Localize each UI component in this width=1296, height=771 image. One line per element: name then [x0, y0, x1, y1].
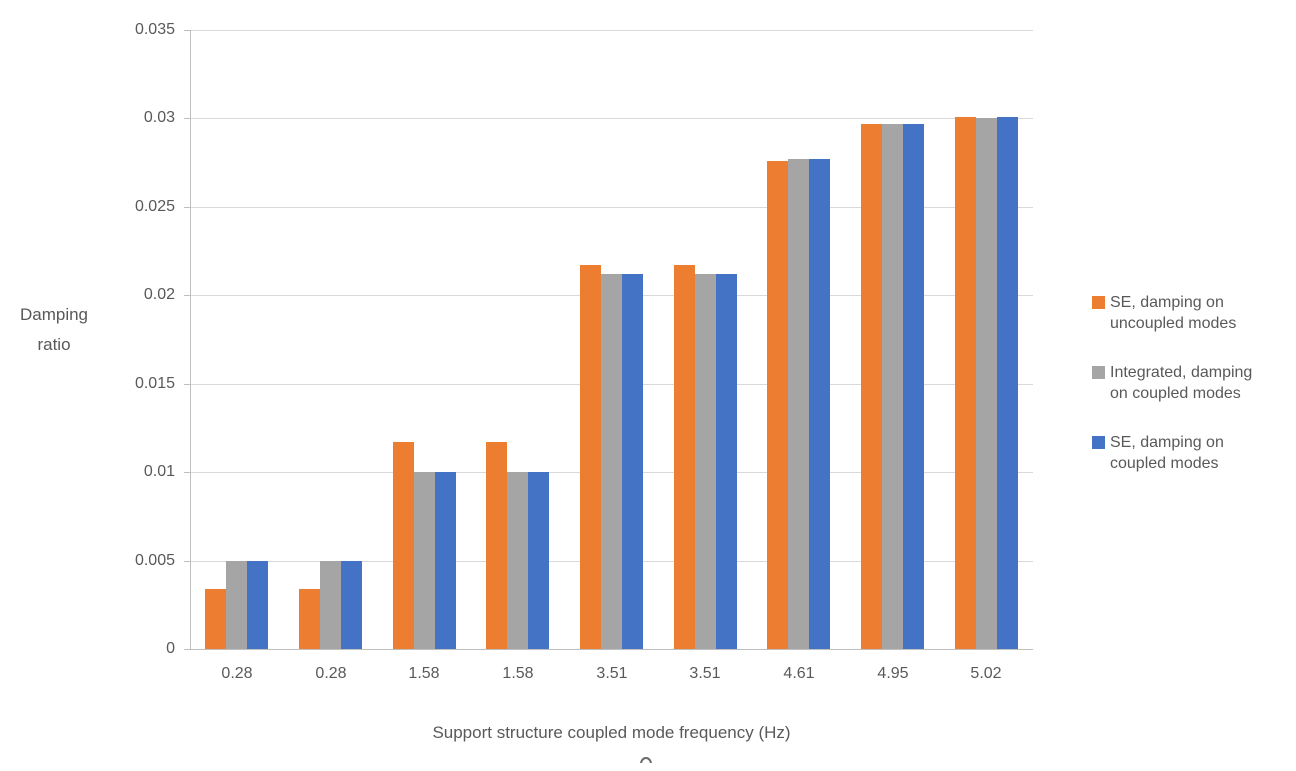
- y-tick-mark: [184, 118, 190, 119]
- x-tick-label: 1.58: [502, 665, 534, 682]
- y-tick-mark: [184, 472, 190, 473]
- bar-series3-group7: [809, 159, 830, 649]
- y-tick-mark: [184, 295, 190, 296]
- x-tick-label: 5.02: [970, 665, 1002, 682]
- legend-entry-3: SE, damping on coupled modes: [1092, 432, 1292, 474]
- gridline-0.035: [190, 30, 1033, 31]
- gridline-0: [190, 649, 1033, 650]
- bar-series3-group2: [341, 561, 362, 649]
- bar-series3-group5: [622, 274, 643, 649]
- y-tick-label: 0.01: [143, 463, 175, 480]
- legend: SE, damping on uncoupled modes Integrated…: [1092, 292, 1292, 474]
- bar-series2-group6: [695, 274, 716, 649]
- x-tick-label: 0.28: [315, 665, 347, 682]
- x-tick-label: 3.51: [689, 665, 721, 682]
- bar-series1-group3: [393, 442, 414, 649]
- bar-series1-group1: [205, 589, 226, 649]
- bar-series1-group4: [486, 442, 507, 649]
- bar-series3-group1: [247, 561, 268, 649]
- bar-series2-group7: [788, 159, 809, 649]
- y-tick-mark: [184, 384, 190, 385]
- y-tick-mark: [184, 30, 190, 31]
- x-tick-label: 1.58: [408, 665, 440, 682]
- bar-series3-group6: [716, 274, 737, 649]
- y-tick-label: 0: [166, 640, 175, 657]
- bar-series2-group1: [226, 561, 247, 649]
- legend-label: SE, damping on uncoupled modes: [1110, 294, 1237, 332]
- x-tick-label: 3.51: [596, 665, 628, 682]
- y-tick-label: 0.035: [134, 21, 175, 38]
- y-tick-mark: [184, 561, 190, 562]
- y-tick-label: 0.025: [134, 198, 175, 215]
- bar-series3-group3: [435, 472, 456, 649]
- bar-series1-group5: [580, 265, 601, 649]
- cropped-character-artifact: [640, 757, 654, 763]
- y-tick-label: 0.005: [134, 552, 175, 569]
- bar-series1-group7: [767, 161, 788, 649]
- y-tick-mark: [184, 649, 190, 650]
- bar-series2-group9: [976, 118, 997, 649]
- y-tick-label: 0.02: [143, 286, 175, 303]
- legend-label: Integrated, damping on coupled modes: [1110, 364, 1253, 402]
- legend-entry-2: Integrated, damping on coupled modes: [1092, 362, 1292, 404]
- legend-label: SE, damping on coupled modes: [1110, 434, 1224, 472]
- legend-entry-1: SE, damping on uncoupled modes: [1092, 292, 1292, 334]
- legend-marker-icon: [1092, 366, 1105, 379]
- bar-series1-group9: [955, 117, 976, 649]
- bar-series2-group5: [601, 274, 622, 649]
- bar-series3-group9: [997, 117, 1018, 649]
- y-tick-label: 0.03: [143, 109, 175, 126]
- bar-series2-group4: [507, 472, 528, 649]
- bar-series2-group2: [320, 561, 341, 649]
- x-tick-label: 0.28: [221, 665, 253, 682]
- y-axis-title: Damping ratio: [19, 305, 89, 354]
- legend-marker-icon: [1092, 296, 1105, 309]
- y-axis-line: [190, 30, 191, 649]
- x-tick-label: 4.95: [877, 665, 909, 682]
- y-tick-label: 0.015: [134, 375, 175, 392]
- y-tick-mark: [184, 207, 190, 208]
- x-tick-label: 4.61: [783, 665, 815, 682]
- bar-series2-group3: [414, 472, 435, 649]
- legend-marker-icon: [1092, 436, 1105, 449]
- bar-series3-group8: [903, 124, 924, 649]
- gridline-0.03: [190, 118, 1033, 119]
- gridline-0.025: [190, 207, 1033, 208]
- bar-series1-group6: [674, 265, 695, 649]
- bar-series1-group8: [861, 124, 882, 649]
- x-axis-title: Support structure coupled mode frequency…: [432, 723, 791, 742]
- bar-series2-group8: [882, 124, 903, 649]
- bar-series1-group2: [299, 589, 320, 649]
- bar-series3-group4: [528, 472, 549, 649]
